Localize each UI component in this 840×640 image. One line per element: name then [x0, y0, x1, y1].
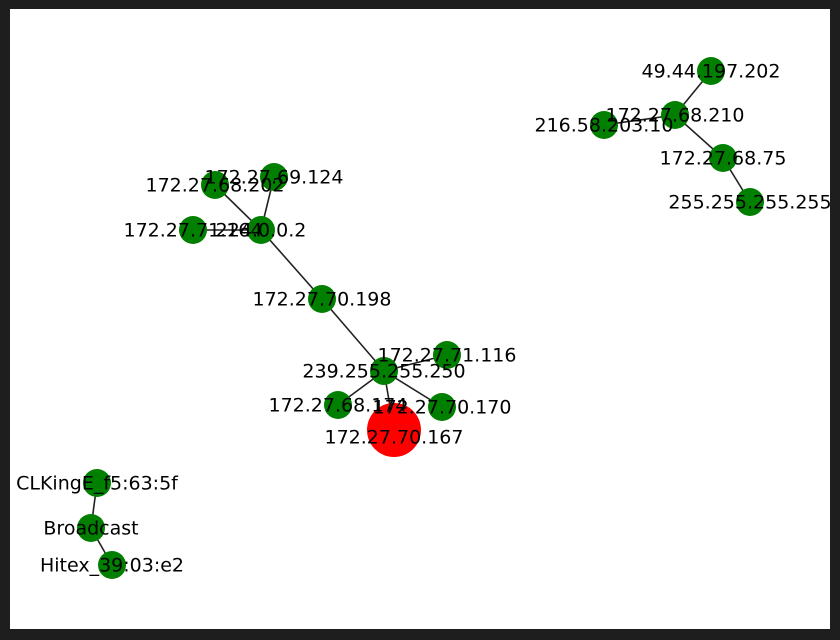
graph-node [324, 391, 352, 419]
nodes-layer [77, 57, 764, 579]
graph-node [433, 341, 461, 369]
graph-node-label: 172.27.68.210 [605, 105, 744, 127]
graph-node-label: 172.27.68.202 [145, 175, 284, 197]
graph-node [83, 469, 111, 497]
graph-node-label: Hitex_39:03:e2 [40, 555, 184, 577]
graph-node-label: 172.27.71.164 [123, 220, 262, 242]
graph-node [709, 144, 737, 172]
graph-node [98, 551, 126, 579]
graph-node-label: Broadcast [43, 518, 138, 540]
graph-node [308, 285, 336, 313]
graph-node-label: 172.27.70.167 [324, 427, 463, 449]
graph-node [260, 163, 288, 191]
graph-node-label: 239.255.255.250 [302, 361, 465, 383]
graph-node-label: 49.44.197.202 [641, 61, 780, 83]
graph-node [179, 216, 207, 244]
graph-node-highlighted [367, 403, 421, 457]
graph-node-label: 224.0.0.2 [216, 220, 307, 242]
graph-node-label: 172.27.71.116 [377, 345, 516, 367]
edges-layer [90, 70, 751, 566]
network-graph-canvas: 49.44.197.202 172.27.68.210 216.58.203.10 1… [10, 9, 830, 629]
graph-node [661, 101, 689, 129]
graph-node [428, 393, 456, 421]
graph-node [736, 188, 764, 216]
graph-edge [321, 298, 385, 372]
graph-node-label: 172.27.68.174 [268, 395, 407, 417]
graph-node-label: 255.255.255.255 [668, 192, 830, 214]
graph-node-label: CLKingE_f5:63:5f [16, 473, 179, 495]
graph-node [247, 216, 275, 244]
graph-node-label: 172.27.70.170 [372, 397, 511, 419]
graph-node [201, 171, 229, 199]
graph-node-label: 172.27.68.75 [660, 148, 787, 170]
graph-node-label: 216.58.203.10 [534, 115, 673, 137]
graph-node [697, 57, 725, 85]
graph-node [590, 111, 618, 139]
graph-edge [260, 229, 323, 300]
graph-node-label: 172.27.70.198 [252, 289, 391, 311]
graph-node [77, 514, 105, 542]
graph-node [370, 357, 398, 385]
graph-node-label: 172.27.69.124 [204, 167, 343, 189]
